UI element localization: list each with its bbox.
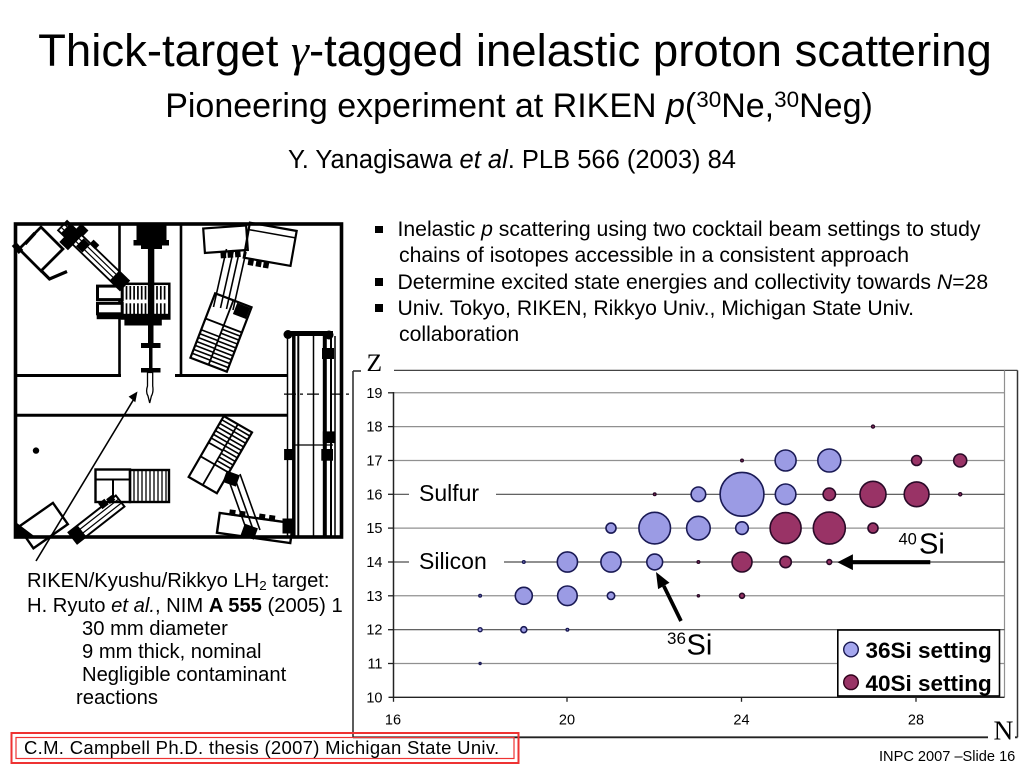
svg-text:11: 11: [367, 657, 382, 673]
svg-text:28: 28: [908, 712, 924, 728]
svg-text:18: 18: [366, 420, 382, 436]
svg-text:20: 20: [559, 712, 575, 728]
svg-text:13: 13: [366, 589, 382, 605]
svg-text:Sulfur: Sulfur: [419, 480, 479, 506]
svg-text:Z: Z: [367, 348, 383, 377]
svg-text:N: N: [994, 715, 1014, 746]
svg-text:15: 15: [366, 521, 382, 537]
svg-text:17: 17: [366, 454, 382, 470]
svg-text:Si: Si: [687, 630, 713, 662]
svg-text:19: 19: [366, 386, 382, 402]
svg-text:16: 16: [366, 487, 382, 503]
svg-text:Si: Si: [919, 529, 945, 561]
svg-text:10: 10: [366, 690, 382, 706]
svg-text:40Si setting: 40Si setting: [866, 671, 992, 696]
svg-text:36: 36: [667, 629, 686, 648]
svg-text:12: 12: [366, 623, 382, 639]
svg-text:14: 14: [366, 555, 382, 571]
svg-text:24: 24: [733, 712, 749, 728]
svg-text:Silicon: Silicon: [419, 548, 487, 574]
svg-text:36Si setting: 36Si setting: [866, 638, 992, 663]
svg-text:16: 16: [385, 712, 401, 728]
svg-text:40: 40: [899, 531, 917, 549]
